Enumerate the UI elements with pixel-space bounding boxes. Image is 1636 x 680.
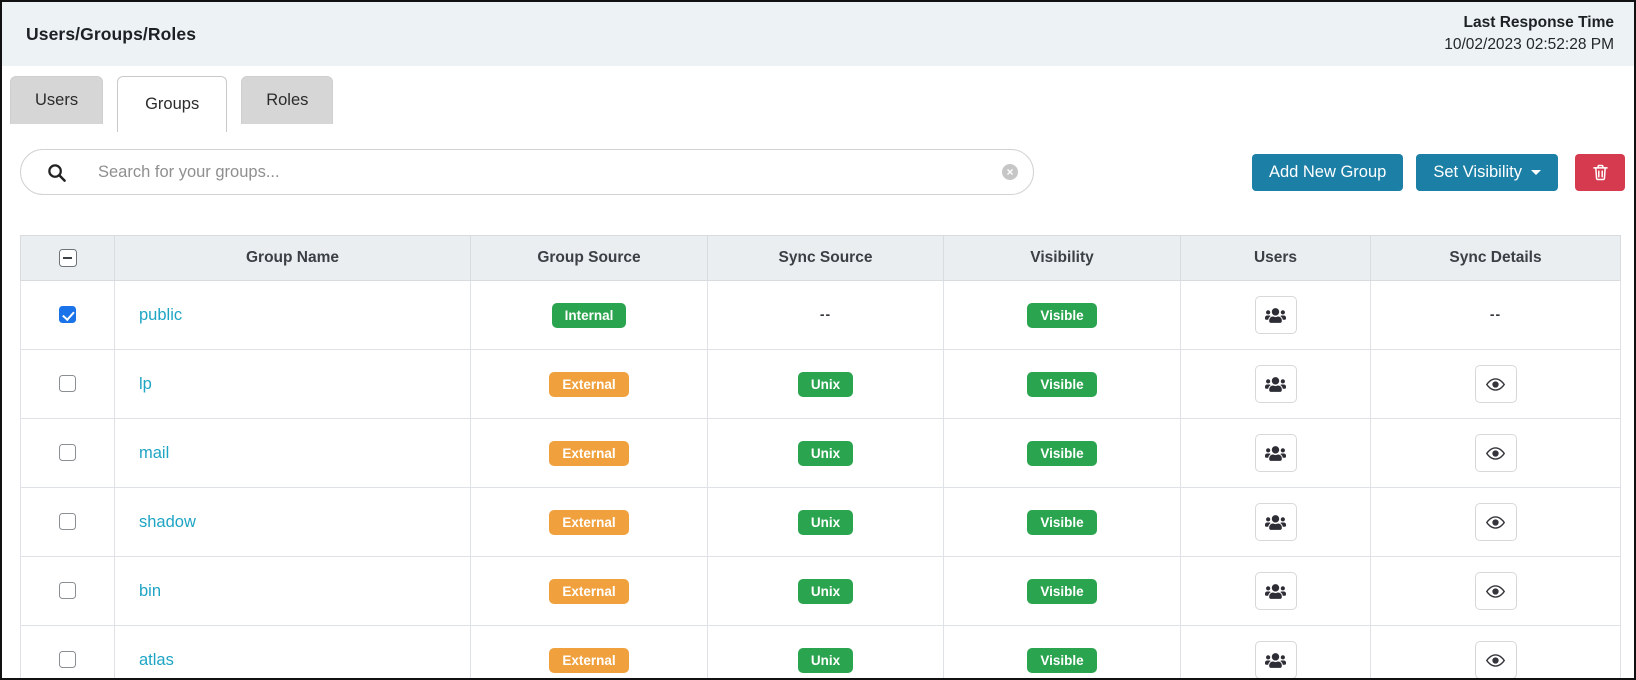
sync-details-button[interactable] (1474, 572, 1517, 610)
column-header-group-name: Group Name (114, 235, 471, 281)
visibility-badge: Visible (1027, 371, 1097, 397)
eye-icon (1486, 515, 1505, 530)
users-icon (1265, 583, 1286, 600)
group-source-badge: Internal (551, 302, 627, 328)
trash-icon (1592, 164, 1608, 181)
users-button[interactable] (1254, 434, 1297, 472)
column-header-sync-source: Sync Source (707, 235, 944, 281)
row-checkbox[interactable] (59, 651, 76, 669)
tab-users-label: Users (35, 91, 79, 109)
visibility-badge: Visible (1027, 509, 1097, 535)
sync-source-badge: Unix (797, 578, 854, 604)
column-header-sync-details: Sync Details (1370, 235, 1621, 281)
visibility-badge: Visible (1027, 302, 1097, 328)
select-all-checkbox[interactable] (58, 248, 77, 267)
toolbar: × Add New Group Set Visibility (20, 149, 1625, 195)
table-body: public Internal -- Visible -- lp Externa… (20, 280, 1621, 678)
group-source-badge: External (549, 509, 629, 535)
users-icon (1265, 307, 1286, 324)
search-bar[interactable]: × (20, 149, 1034, 195)
users-button[interactable] (1254, 503, 1297, 541)
visibility-badge: Visible (1027, 578, 1097, 604)
sync-details-button[interactable] (1474, 503, 1517, 541)
search-input[interactable] (96, 161, 989, 183)
sync-source-empty: -- (819, 306, 832, 322)
users-button[interactable] (1254, 572, 1297, 610)
row-checkbox[interactable] (59, 444, 76, 462)
sync-source-badge: Unix (797, 440, 854, 466)
table-header-row: Group Name Group Source Sync Source Visi… (20, 235, 1621, 281)
page-title: Users/Groups/Roles (26, 23, 197, 44)
set-visibility-label: Set Visibility (1433, 162, 1522, 181)
sync-details-button[interactable] (1474, 434, 1517, 472)
tab-roles[interactable]: Roles (241, 76, 334, 124)
header-bar: Users/Groups/Roles Last Response Time 10… (2, 2, 1634, 66)
column-header-group-source: Group Source (470, 235, 708, 281)
add-new-group-label: Add New Group (1268, 162, 1387, 181)
visibility-badge: Visible (1027, 440, 1097, 466)
group-name-link[interactable]: public (139, 305, 183, 324)
group-name-link[interactable]: bin (139, 581, 162, 600)
row-checkbox[interactable] (59, 306, 76, 324)
users-icon (1265, 514, 1286, 531)
sync-details-button[interactable] (1474, 641, 1517, 678)
users-button[interactable] (1254, 296, 1297, 334)
table-row: mail External Unix Visible (20, 418, 1621, 488)
tab-users[interactable]: Users (10, 76, 104, 124)
tab-groups[interactable]: Groups (117, 76, 228, 132)
eye-icon (1486, 377, 1505, 392)
set-visibility-button[interactable]: Set Visibility (1416, 153, 1558, 191)
sync-source-badge: Unix (797, 509, 854, 535)
users-icon (1265, 376, 1286, 393)
last-response-value: 10/02/2023 02:52:28 PM (1444, 36, 1614, 53)
row-checkbox[interactable] (59, 375, 76, 393)
users-icon (1265, 652, 1286, 669)
tab-roles-label: Roles (266, 91, 309, 109)
group-name-link[interactable]: mail (139, 443, 170, 462)
users-button[interactable] (1254, 641, 1297, 678)
last-response-time: Last Response Time 10/02/2023 02:52:28 P… (1444, 12, 1614, 55)
eye-icon (1486, 584, 1505, 599)
tab-bar: Users Groups Roles (10, 76, 1634, 134)
clear-search-icon[interactable]: × (1002, 164, 1018, 180)
last-response-label: Last Response Time (1463, 14, 1614, 32)
search-icon (47, 163, 66, 182)
group-name-link[interactable]: shadow (139, 512, 196, 531)
eye-icon (1486, 446, 1505, 461)
table-row: shadow External Unix Visible (20, 487, 1621, 557)
table-row: bin External Unix Visible (20, 556, 1621, 626)
column-header-users: Users (1180, 235, 1371, 281)
users-button[interactable] (1254, 365, 1297, 403)
group-name-link[interactable]: atlas (139, 650, 174, 669)
sync-source-badge: Unix (797, 371, 854, 397)
caret-down-icon (1531, 169, 1541, 175)
row-checkbox[interactable] (59, 513, 76, 531)
group-source-badge: External (549, 647, 629, 673)
group-source-badge: External (549, 371, 629, 397)
group-source-badge: External (549, 578, 629, 604)
delete-button[interactable] (1575, 153, 1625, 191)
visibility-badge: Visible (1027, 647, 1097, 673)
add-new-group-button[interactable]: Add New Group (1251, 153, 1404, 191)
table-row: lp External Unix Visible (20, 349, 1621, 419)
tab-groups-label: Groups (145, 95, 200, 113)
sync-details-button[interactable] (1474, 365, 1517, 403)
table-row: atlas External Unix Visible (20, 625, 1621, 678)
users-icon (1265, 445, 1286, 462)
sync-details-empty: -- (1489, 306, 1502, 322)
table-row: public Internal -- Visible -- (20, 280, 1621, 350)
row-checkbox[interactable] (59, 582, 76, 600)
groups-table: Group Name Group Source Sync Source Visi… (20, 235, 1621, 678)
group-source-badge: External (549, 440, 629, 466)
sync-source-badge: Unix (797, 647, 854, 673)
group-name-link[interactable]: lp (139, 374, 152, 393)
eye-icon (1486, 653, 1505, 668)
action-buttons: Add New Group Set Visibility (1251, 153, 1625, 191)
column-header-visibility: Visibility (943, 235, 1181, 281)
